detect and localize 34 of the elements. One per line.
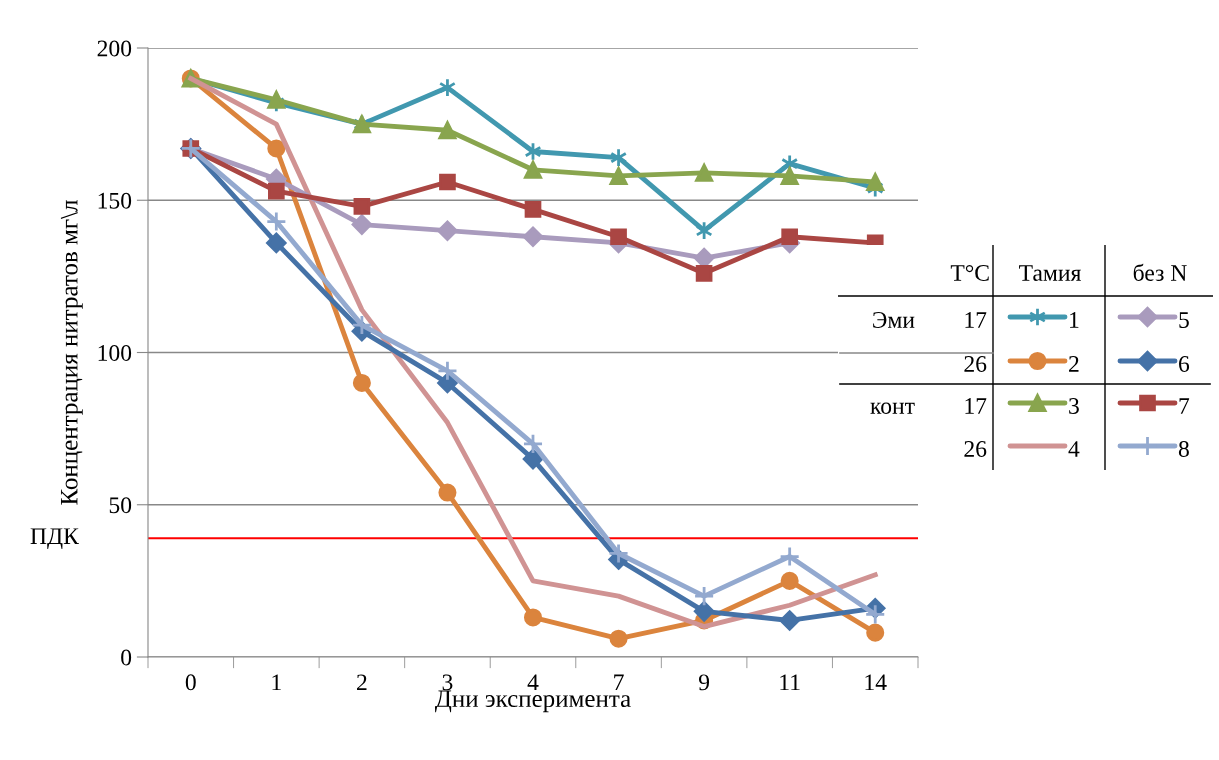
ref-line-label: ПДК <box>30 528 79 549</box>
x-tick-label: 0 <box>185 674 196 691</box>
x-tick-label: 2 <box>357 674 367 691</box>
annotation: конт <box>870 402 915 414</box>
legend-label: 1 <box>1070 312 1079 328</box>
x-tick-label: 11 <box>780 674 800 691</box>
legend-label: 4 <box>1068 441 1080 457</box>
legend-label: 5 <box>1179 312 1189 328</box>
text: 26 <box>964 356 987 372</box>
x-tick-label: 14 <box>865 674 887 691</box>
text: 17 <box>965 398 987 414</box>
legend-label: 8 <box>1178 440 1189 457</box>
legend-label: 2 <box>1069 356 1079 372</box>
x-axis-title: Дни эксперимента <box>434 690 631 713</box>
x-tick-label: 9 <box>698 674 710 691</box>
y-tick-label: 50 <box>109 497 132 514</box>
x-tick-label: 1 <box>272 674 281 691</box>
text: 26 <box>964 441 987 457</box>
y-tick-label: 0 <box>121 649 132 666</box>
legend-label: 3 <box>1069 398 1079 414</box>
annotation: Эми <box>873 312 915 328</box>
legend-title: T°C <box>950 264 989 281</box>
text: Тамия <box>1019 265 1081 281</box>
x-tick-label: 3 <box>442 674 453 691</box>
y-axis-title: Концентрация нитратов мг\л <box>60 200 83 505</box>
x-tick-label: 7 <box>614 674 624 691</box>
y-tick-label: 150 <box>98 192 132 209</box>
y-tick-label: 100 <box>98 344 132 361</box>
x-tick-label: 4 <box>527 674 539 691</box>
legend-label: 6 <box>1179 356 1190 372</box>
legend-label: 7 <box>1179 398 1190 414</box>
text: без N <box>1133 263 1187 281</box>
text: 17 <box>965 312 987 328</box>
y-tick-label: 200 <box>97 40 132 57</box>
